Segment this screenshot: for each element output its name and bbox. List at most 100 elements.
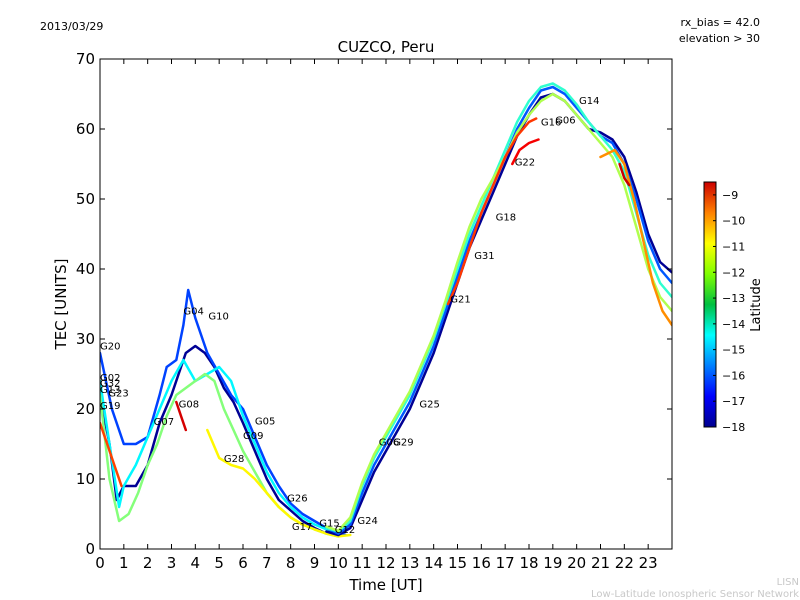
y-tick-label: 40 <box>76 260 95 278</box>
tec-series-line <box>325 92 672 533</box>
x-tick-label: 14 <box>424 554 443 572</box>
colorbar-label: Latitude <box>749 278 764 332</box>
satellite-label: G02 <box>100 373 120 384</box>
x-tick-label: 18 <box>519 554 538 572</box>
colorbar-ticks: −9 −10 −11 −12 −13 −14 −15 −16 −17 −18 <box>713 189 745 434</box>
tec-series-line <box>325 82 672 533</box>
x-tick-label: 21 <box>591 554 610 572</box>
date-label: 2013/03/29 <box>40 20 103 33</box>
satellite-label: G24 <box>357 516 377 527</box>
y-tick-label: 10 <box>76 470 95 488</box>
x-tick-label: 13 <box>400 554 419 572</box>
satellite-label: G18 <box>496 213 516 224</box>
y-tick-label: 50 <box>76 190 95 208</box>
satellite-label: G32 <box>100 379 120 390</box>
colorbar-gradient <box>703 181 717 428</box>
colorbar-tick-label: −11 <box>722 240 745 253</box>
rx-bias-label: rx_bias = 42.0 <box>681 16 760 29</box>
series-layer <box>100 82 672 538</box>
satellite-label: G31 <box>474 251 494 262</box>
satellite-label: G09 <box>243 431 263 442</box>
tec-series-line <box>100 288 347 537</box>
tec-series-line <box>446 117 538 306</box>
chart-title: CUZCO, Peru <box>338 38 435 56</box>
y-tick-label: 60 <box>76 120 95 138</box>
x-tick-label: 7 <box>262 554 272 572</box>
x-tick-label: 19 <box>543 554 562 572</box>
satellite-label: G14 <box>579 96 599 107</box>
satellite-label: G10 <box>208 311 228 322</box>
x-tick-label: 5 <box>214 554 224 572</box>
x-tick-label: 2 <box>143 554 153 572</box>
colorbar-tick-label: −13 <box>722 292 745 305</box>
x-tick-label: 22 <box>615 554 634 572</box>
x-tick-label: 9 <box>310 554 320 572</box>
tec-series-line <box>100 344 347 537</box>
latitude-colorbar: −9 −10 −11 −12 −13 −14 −15 −16 −17 −18 Latitude <box>703 181 764 434</box>
y-tick-label: 70 <box>76 50 95 68</box>
tec-series-line <box>618 162 631 187</box>
x-tick-label: 17 <box>496 554 515 572</box>
colorbar-tick-label: −12 <box>722 266 745 279</box>
x-tick-label: 1 <box>119 554 129 572</box>
colorbar-tick-label: −17 <box>722 395 745 408</box>
x-tick-label: 6 <box>238 554 248 572</box>
x-tick-label: 0 <box>95 554 105 572</box>
x-tick-label: 4 <box>191 554 201 572</box>
satellite-label: G16 <box>541 118 561 129</box>
satellite-label: G17 <box>292 522 312 533</box>
y-tick-label: 0 <box>85 540 95 558</box>
colorbar-tick-label: −16 <box>722 369 745 382</box>
tec-series-line <box>599 148 672 327</box>
satellite-label: G06 <box>555 115 575 126</box>
x-tick-label: 12 <box>376 554 395 572</box>
satellite-label: G19 <box>100 401 120 412</box>
satellite-label: G29 <box>393 437 413 448</box>
x-tick-label: 15 <box>448 554 467 572</box>
colorbar-tick-label: −10 <box>722 215 745 228</box>
y-tick-label: 30 <box>76 330 95 348</box>
x-tick-label: 3 <box>167 554 177 572</box>
footer-network: Low-Latitude Ionospheric Sensor Network <box>591 589 799 600</box>
colorbar-tick-label: −14 <box>722 318 745 331</box>
colorbar-tick-label: −15 <box>722 344 745 357</box>
tec-series-line <box>206 428 352 538</box>
satellite-label: G23 <box>108 388 128 399</box>
y-axis: 0 10 20 30 40 50 60 70 <box>76 50 672 558</box>
x-axis-label: Time [UT] <box>348 576 422 594</box>
x-tick-label: 8 <box>286 554 296 572</box>
satellite-label: G21 <box>450 295 470 306</box>
tec-series-line <box>175 400 188 432</box>
footer-lisn: LISN <box>777 577 799 588</box>
satellite-label: G12 <box>335 525 355 536</box>
y-tick-label: 20 <box>76 400 95 418</box>
x-axis: 0 1 2 3 4 5 6 7 8 9 10 11 12 13 14 15 16 17 18 19 20 21 22 23 <box>95 59 658 572</box>
x-tick-label: 10 <box>329 554 348 572</box>
satellite-label: G25 <box>419 400 439 411</box>
x-tick-label: 23 <box>639 554 658 572</box>
tec-series-line <box>100 358 340 535</box>
satellite-label: G26 <box>287 493 307 504</box>
tec-series-line <box>100 421 123 488</box>
x-tick-label: 16 <box>472 554 491 572</box>
colorbar-tick-label: −9 <box>722 189 738 202</box>
colorbar-tick-label: −18 <box>722 421 745 434</box>
x-tick-label: 11 <box>353 554 372 572</box>
satellite-label: G08 <box>179 400 199 411</box>
satellite-label: G20 <box>100 342 120 353</box>
satellite-label: G05 <box>255 416 275 427</box>
x-tick-label: 20 <box>567 554 586 572</box>
satellite-label: G13 <box>100 385 120 396</box>
satellite-label: G04 <box>183 307 203 318</box>
satellite-label: G22 <box>515 157 535 168</box>
elevation-label: elevation > 30 <box>679 32 760 45</box>
tec-series-line <box>511 138 540 166</box>
tec-series-line <box>325 92 672 537</box>
satellite-label: G06 <box>379 437 399 448</box>
y-axis-label: TEC [UNITS] <box>52 259 70 351</box>
satellite-label: G07 <box>154 417 174 428</box>
satellite-label: G15 <box>319 519 339 530</box>
